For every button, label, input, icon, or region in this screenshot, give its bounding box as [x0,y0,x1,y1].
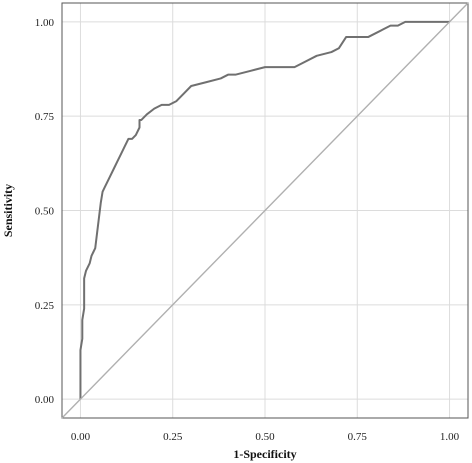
y-tick-label: 0.50 [35,206,55,218]
y-tick-label: 1.00 [35,17,55,29]
plot-frame [61,2,469,419]
reference-line [61,2,469,419]
x-tick-label: 1.00 [440,431,460,443]
series-layer [61,2,469,419]
roc-curve [79,20,450,400]
gridlines [62,3,468,418]
y-tick-label: 0.25 [35,300,55,312]
y-tick-label: 0.75 [35,111,55,123]
y-axis-title: Sensitivity [1,184,15,237]
x-axis-title: 1-Specificity [233,447,296,461]
x-tick-label: 0.25 [163,431,183,443]
x-tick-label: 0.50 [255,431,275,443]
x-tick-label: 0.75 [348,431,368,443]
y-tick-label: 0.00 [35,394,55,406]
tick-labels: 0.00 0.25 0.50 0.75 1.00 0.00 0.25 0.50 0.75 1.00 [35,17,460,443]
x-tick-label: 0.00 [71,431,91,443]
